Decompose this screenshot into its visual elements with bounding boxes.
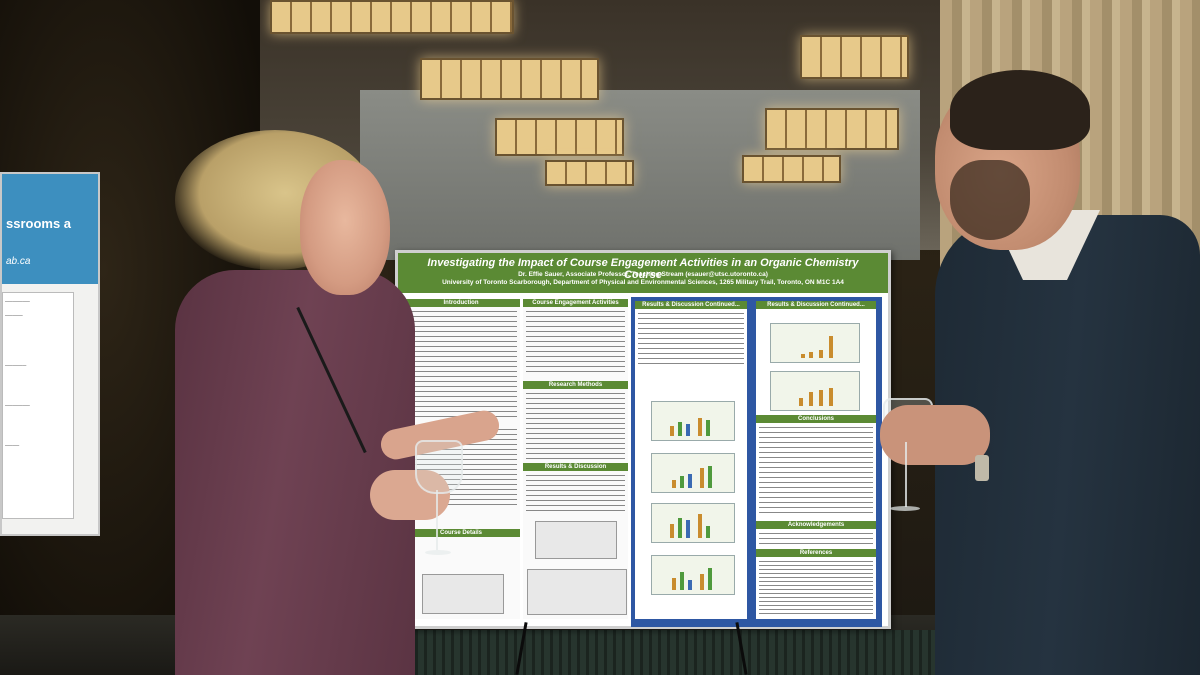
grade-table [527, 569, 627, 615]
radiator [400, 630, 960, 675]
section-conclusions: Conclusions [756, 415, 876, 423]
wine-glass-stem [436, 490, 438, 550]
wine-glass [415, 440, 463, 494]
man-beard [950, 160, 1030, 240]
text-block [759, 533, 873, 547]
bar-chart [651, 401, 735, 441]
section-results-continued-2: Results & Discussion Continued... [756, 301, 876, 309]
poster-column-4: Results & Discussion Continued... Conclu… [756, 301, 876, 619]
woman-face [300, 160, 390, 295]
section-results-discussion: Results & Discussion [523, 463, 628, 471]
poster-author-line: Dr. Effie Sauer, Associate Professor, Te… [518, 271, 768, 278]
text-block [759, 427, 873, 517]
bar-chart [651, 453, 735, 493]
section-introduction: Introduction [402, 299, 520, 307]
wine-glass-stem [905, 442, 907, 507]
bar-chart [651, 503, 735, 543]
section-course-details: Course Details [402, 529, 520, 537]
text-block [759, 561, 873, 616]
course-details-table [422, 574, 504, 614]
text-block: ───── [5, 313, 23, 319]
watch [975, 455, 989, 481]
left-poster-banner: ssrooms a ab.ca [2, 174, 98, 284]
left-poster-heading: ssrooms a [6, 216, 72, 231]
ceiling-light [270, 0, 514, 34]
text-block: ──── [5, 443, 20, 449]
left-poster-panel: ─────── ───── ────── ─────── ──── [2, 292, 74, 519]
section-acknowledgements: Acknowledgements [756, 521, 876, 529]
poster-column-3: Results & Discussion Continued... [635, 301, 747, 619]
text-block [405, 311, 517, 421]
text-block: ────── [5, 363, 27, 369]
poster-column-2: Course Engagement Activities Research Me… [523, 299, 628, 619]
section-research-methods: Research Methods [523, 381, 628, 389]
bar-chart [651, 555, 735, 595]
bar-chart [770, 323, 860, 363]
ceiling-light [742, 155, 841, 183]
section-results-continued-1: Results & Discussion Continued... [635, 301, 747, 309]
text-block [526, 475, 625, 515]
woman-cardigan [175, 270, 415, 675]
poster-affiliation-line: University of Toronto Scarborough, Depar… [442, 279, 844, 286]
poster-title: Investigating the Impact of Course Engag… [427, 257, 859, 281]
text-block [638, 313, 744, 368]
ceiling-light [420, 58, 599, 100]
bar-chart [770, 371, 860, 411]
left-poster: ssrooms a ab.ca ─────── ───── ────── ───… [0, 172, 100, 536]
poster-header: Investigating the Impact of Course Engag… [398, 253, 888, 293]
man-hair [950, 70, 1090, 150]
text-block: ─────── [5, 299, 30, 305]
man-hand [880, 405, 990, 465]
text-block: ─────── [5, 403, 30, 409]
left-poster-subline: ab.ca [6, 256, 31, 267]
ceiling-light [765, 108, 899, 150]
participation-table [535, 521, 617, 559]
main-poster: Investigating the Impact of Course Engag… [395, 250, 891, 629]
section-course-activities: Course Engagement Activities [523, 299, 628, 307]
wine-glass-base [890, 506, 920, 511]
text-block [526, 311, 625, 376]
ceiling-light [495, 118, 624, 156]
section-references: References [756, 549, 876, 557]
poster-author: Dr. Effie Sauer, Associate Professor, Te… [408, 271, 878, 287]
text-block [526, 393, 625, 463]
wine-glass-base [425, 550, 451, 555]
ceiling-light [800, 35, 909, 79]
ceiling-light [545, 160, 634, 186]
